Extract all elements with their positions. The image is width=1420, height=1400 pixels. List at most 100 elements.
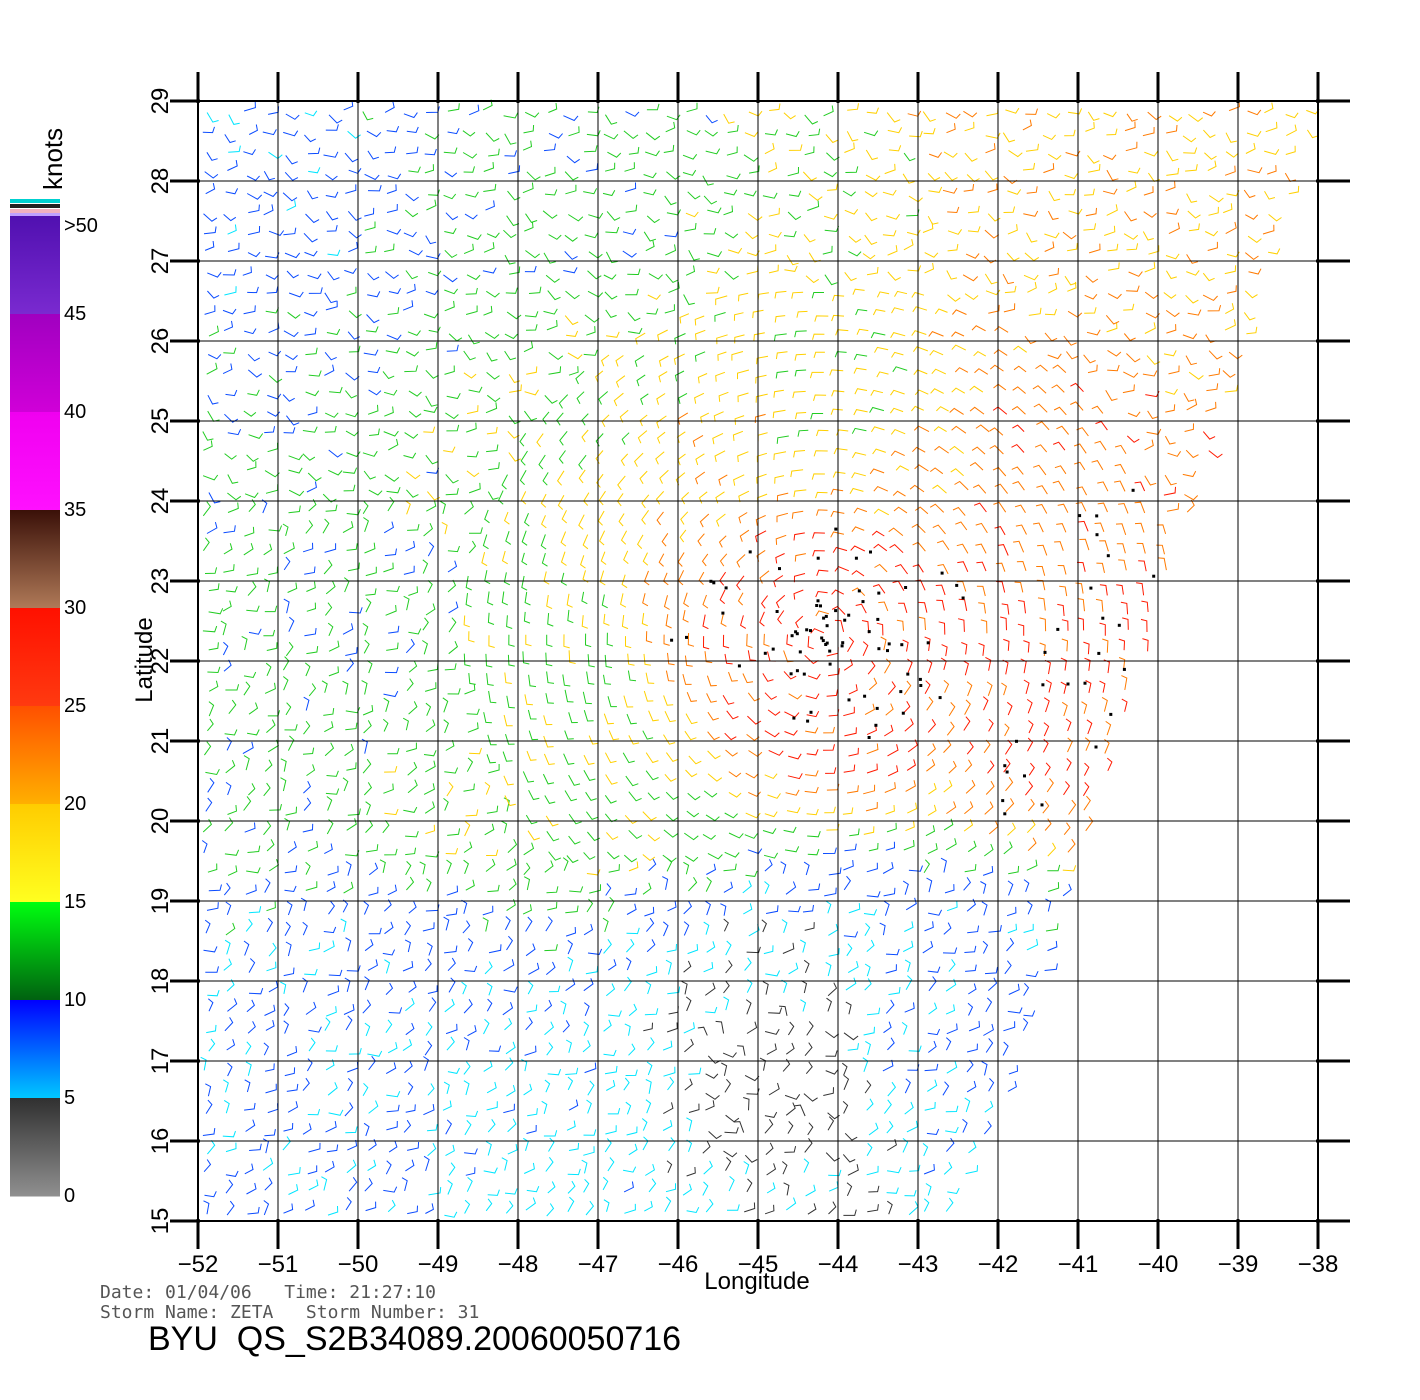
wind-barb	[1056, 425, 1069, 435]
wind-barb	[248, 783, 256, 796]
wind-barb	[643, 570, 650, 586]
wind-barb	[1064, 129, 1076, 137]
wind-barb	[883, 1021, 892, 1034]
wind-barb	[697, 533, 705, 547]
wind-barb	[523, 842, 535, 856]
wind-barb	[303, 720, 311, 735]
wind-barb	[828, 948, 840, 957]
wind-barb	[1025, 108, 1038, 115]
wind-barb	[902, 173, 915, 184]
wind-barb	[483, 162, 495, 172]
wind-barb	[756, 473, 767, 484]
wind-barb	[567, 1076, 574, 1091]
wind-barb	[627, 268, 641, 276]
wind-barb	[755, 530, 767, 543]
wind-barb	[847, 1043, 859, 1051]
wind-barb	[1014, 504, 1026, 514]
wind-barb	[1126, 181, 1137, 192]
wind-barb	[936, 540, 950, 551]
wind-barb	[887, 271, 901, 281]
wind-barb	[578, 454, 587, 470]
wind-barb	[1122, 617, 1129, 630]
wind-barb	[223, 659, 232, 672]
wind-barb	[383, 389, 398, 396]
wind-barb	[205, 1083, 212, 1097]
wind-barb	[559, 430, 568, 446]
colorbar-label: 45	[64, 303, 86, 325]
wind-barb	[582, 691, 592, 705]
wind-barb	[524, 1045, 537, 1056]
wind-barb	[908, 195, 923, 203]
wind-barb	[722, 1052, 737, 1058]
wind-barb	[1023, 1010, 1036, 1017]
wind-barb	[826, 783, 840, 791]
wind-barb	[626, 903, 637, 915]
wind-barb	[757, 432, 768, 442]
wind-barb	[936, 599, 945, 611]
wind-barb	[1097, 502, 1108, 513]
wind-barb	[244, 1079, 251, 1093]
wind-barb	[762, 828, 777, 835]
wind-barb	[759, 570, 770, 584]
wind-barb	[388, 438, 399, 451]
rain-flag-dot	[886, 649, 889, 653]
wind-barb	[222, 308, 237, 315]
wind-barb	[1115, 523, 1127, 536]
wind-barb	[1208, 195, 1224, 203]
wind-barb	[246, 867, 261, 874]
wind-barb	[683, 294, 695, 306]
wind-barb	[786, 634, 793, 647]
wind-barb	[326, 1144, 339, 1153]
wind-barb	[983, 1120, 992, 1135]
rain-flag-dot	[874, 723, 878, 727]
wind-barb	[323, 926, 337, 934]
wind-barb	[884, 163, 896, 175]
wind-barb	[765, 1142, 774, 1155]
wind-barb	[1166, 324, 1177, 334]
wind-barb	[948, 959, 956, 972]
wind-barb	[208, 492, 221, 504]
wind-barb	[345, 1197, 352, 1211]
wind-barb	[694, 351, 706, 362]
wind-barb	[342, 623, 354, 635]
wind-barb	[695, 471, 706, 485]
wind-barb	[831, 390, 845, 397]
wind-barb	[1067, 737, 1073, 753]
wind-barb	[1285, 145, 1296, 155]
wind-barb	[1126, 353, 1141, 363]
wind-barb	[558, 450, 566, 464]
wind-barb	[243, 305, 256, 315]
rain-flag-dot	[834, 609, 838, 613]
wind-barb	[1207, 160, 1217, 172]
wind-barb	[543, 715, 553, 726]
wind-barb	[981, 901, 988, 916]
wind-barb	[606, 1079, 616, 1091]
wind-barb	[1045, 923, 1059, 932]
wind-barb	[1246, 326, 1258, 335]
wind-barb	[684, 655, 693, 667]
wind-barb	[985, 780, 995, 795]
wind-barb	[594, 370, 604, 383]
rain-flag-dot	[819, 604, 822, 608]
wind-barb	[206, 1024, 217, 1034]
wind-barb	[346, 451, 361, 458]
wind-barb	[1085, 816, 1094, 832]
wind-barb	[882, 230, 897, 237]
wind-barb	[823, 105, 834, 117]
wind-barb	[663, 734, 676, 745]
wind-barb	[208, 642, 219, 651]
wind-barb	[405, 351, 420, 357]
wind-barb	[788, 962, 799, 975]
wind-barb	[503, 572, 511, 586]
wind-barb	[564, 315, 579, 326]
colorbar-cap-4	[10, 213, 60, 216]
wind-barb	[1037, 544, 1048, 556]
wind-barb	[621, 574, 628, 589]
wind-barb	[468, 631, 475, 643]
wind-barb	[975, 424, 990, 433]
wind-barb	[503, 797, 510, 812]
wind-barb	[264, 1129, 276, 1137]
wind-barb	[988, 820, 999, 835]
wind-barb	[923, 1198, 930, 1212]
wind-barb	[207, 271, 222, 278]
